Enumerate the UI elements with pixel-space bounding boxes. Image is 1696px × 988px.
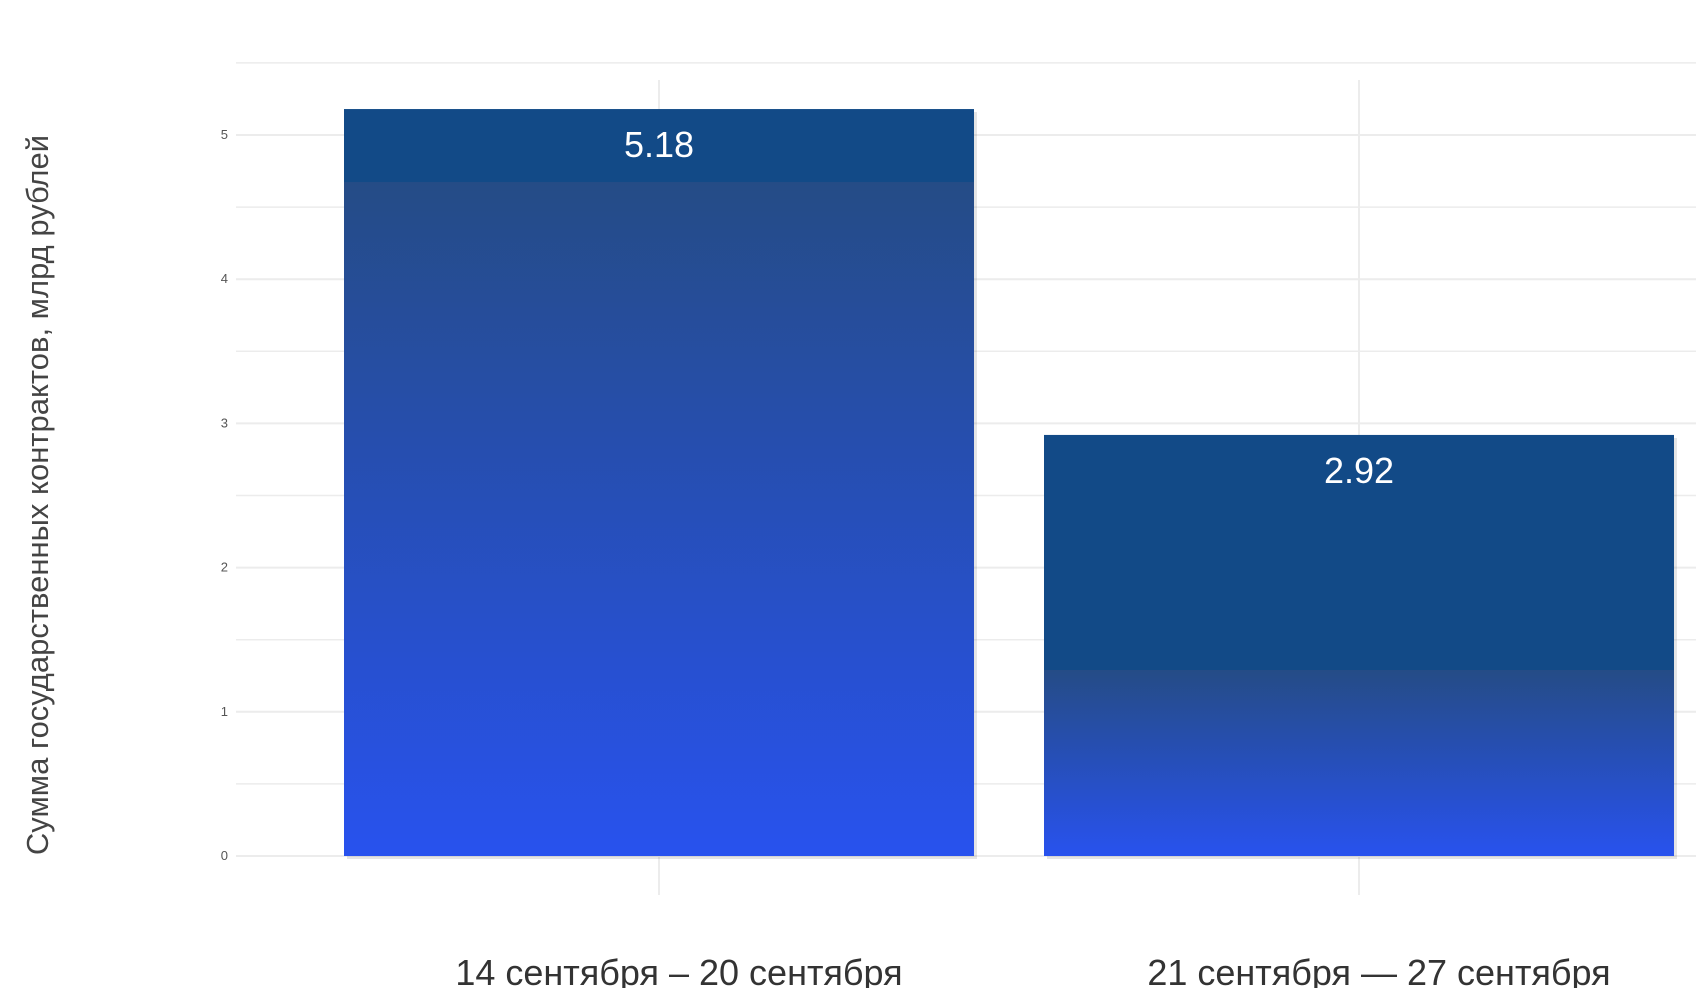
bars [344,109,1677,859]
x-category-label: 21 сентября — 27 сентября [1147,952,1610,988]
y-tick-label: 0 [221,848,228,863]
y-tick-label: 3 [221,415,228,430]
x-axis-categories: 14 сентября – 20 сентября 21 сентября — 2… [455,952,1610,988]
y-tick-label: 1 [221,704,228,719]
bar-gradient-fill [1044,669,1674,856]
data-labels: 5.18 2.92 [624,124,1394,491]
y-axis-ticks: 0 1 2 3 4 5 [221,127,228,863]
data-label: 2.92 [1324,450,1394,491]
y-tick-label: 5 [221,127,228,142]
x-category-label: 14 сентября – 20 сентября [455,952,902,988]
y-axis-title: Сумма государственных контрактов, млрд р… [20,135,55,855]
y-tick-label: 2 [221,560,228,575]
data-label: 5.18 [624,124,694,165]
y-tick-label: 4 [221,271,228,286]
bar-gradient-fill [344,182,974,856]
